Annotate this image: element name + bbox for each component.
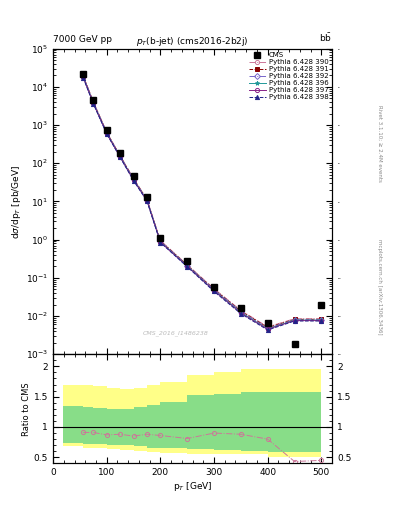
Title: $p_T$(b-jet) (cms2016-2b2j): $p_T$(b-jet) (cms2016-2b2j) <box>136 35 249 49</box>
CMS <box>91 97 95 103</box>
Line: CMS: CMS <box>80 71 325 348</box>
CMS <box>145 194 149 200</box>
CMS <box>292 342 297 348</box>
Text: b$\mathregular{\bar{b}}$: b$\mathregular{\bar{b}}$ <box>319 31 332 44</box>
Text: mcplots.cern.ch [arXiv:1306.3436]: mcplots.cern.ch [arXiv:1306.3436] <box>377 239 382 334</box>
Text: 7000 GeV pp: 7000 GeV pp <box>53 34 112 44</box>
CMS <box>105 127 109 133</box>
Y-axis label: d$\sigma$/dp$_T$ [pb/GeV]: d$\sigma$/dp$_T$ [pb/GeV] <box>10 164 23 239</box>
Text: Rivet 3.1.10; ≥ 2.4M events: Rivet 3.1.10; ≥ 2.4M events <box>377 105 382 182</box>
Text: CMS_2016_I1486238: CMS_2016_I1486238 <box>143 330 209 336</box>
CMS <box>265 320 270 326</box>
X-axis label: p$_T$ [GeV]: p$_T$ [GeV] <box>173 480 212 493</box>
CMS <box>131 173 136 179</box>
CMS <box>118 151 123 157</box>
CMS <box>239 305 243 311</box>
Legend: CMS, Pythia 6.428 390, Pythia 6.428 391, Pythia 6.428 392, Pythia 6.428 396, Pyt: CMS, Pythia 6.428 390, Pythia 6.428 391,… <box>247 51 330 102</box>
CMS <box>185 258 189 264</box>
CMS <box>212 284 217 290</box>
CMS <box>81 71 85 77</box>
CMS <box>319 302 324 308</box>
CMS <box>158 235 163 241</box>
Y-axis label: Ratio to CMS: Ratio to CMS <box>22 382 31 436</box>
